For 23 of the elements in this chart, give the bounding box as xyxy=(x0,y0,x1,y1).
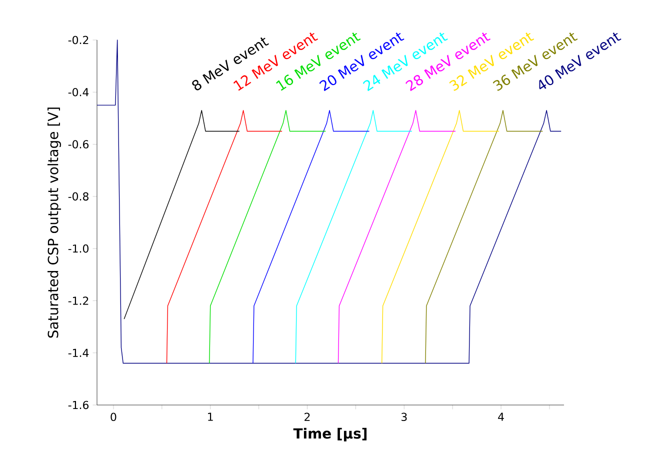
y-tick-label: -1.2 xyxy=(68,296,88,305)
y-tick-label: -1.4 xyxy=(68,348,89,357)
line-series xyxy=(295,110,412,364)
line-series xyxy=(425,110,544,364)
line-series xyxy=(338,110,456,364)
line-series xyxy=(166,110,282,364)
line-series xyxy=(209,110,326,364)
y-tick-label: -1.0 xyxy=(68,244,88,253)
y-tick-label: -0.6 xyxy=(68,140,89,148)
y-tick-label: -0.2 xyxy=(68,36,88,44)
line-series xyxy=(252,110,370,364)
y-tick-label: -0.4 xyxy=(68,88,89,96)
x-tick-label: 0 xyxy=(110,412,116,422)
y-axis-title: Saturated CSP output voltage [V] xyxy=(48,108,62,338)
x-axis-title: Time [µs] xyxy=(293,428,367,442)
y-tick-label: -1.6 xyxy=(68,400,89,410)
x-tick-label: 3 xyxy=(401,412,407,422)
x-tick-label: 2 xyxy=(304,412,310,421)
line-series xyxy=(382,110,500,364)
x-tick-label: 4 xyxy=(498,412,504,421)
x-tick-label: 1 xyxy=(208,412,213,421)
y-tick-label: -0.8 xyxy=(68,192,88,201)
line-series xyxy=(124,110,240,320)
